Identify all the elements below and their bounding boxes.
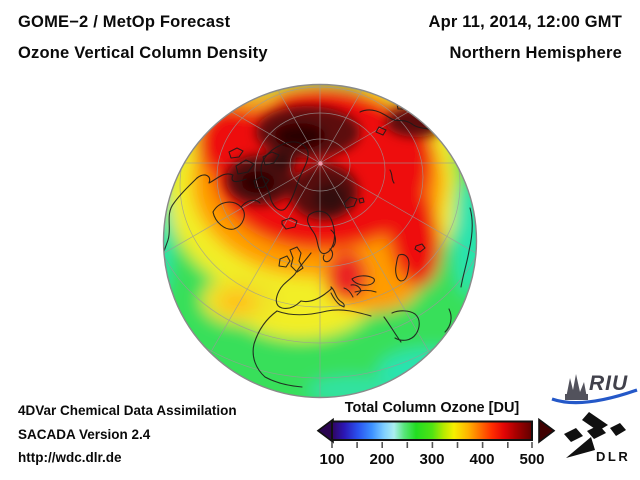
assimilation-label: 4DVar Chemical Data Assimilation: [18, 403, 237, 418]
colorbar-tick-label: 200: [369, 451, 395, 468]
url-label: http://wdc.dlr.de: [18, 450, 122, 465]
colorbar-tick-label: 300: [419, 451, 445, 468]
colorbar-tick-label: 400: [469, 451, 495, 468]
version-label: SACADA Version 2.4: [18, 427, 151, 442]
riu-swoosh: [551, 388, 638, 405]
dlr-wordmark: DLR: [596, 449, 631, 464]
riu-logo: [551, 374, 638, 405]
product-subtitle: Ozone Vertical Column Density: [18, 44, 268, 62]
cathedral-icon: [566, 374, 587, 398]
riu-wordmark: RIU: [589, 372, 629, 395]
hemisphere-label: Northern Hemisphere: [449, 44, 622, 62]
dlr-rhombus: [564, 428, 583, 442]
colorbar-gradient: [331, 420, 533, 441]
dlr-tail: [566, 437, 595, 458]
product-title: GOME−2 / MetOp Forecast: [18, 13, 231, 31]
colorbar-left-arrow: [316, 417, 334, 444]
colorbar: [316, 417, 556, 448]
dlr-logo: [564, 412, 626, 458]
dlr-rhombus: [587, 425, 606, 439]
date-label: Apr 11, 2014, 12:00 GMT: [428, 13, 622, 31]
colorbar-ticks: [331, 442, 533, 448]
colorbar-tick-label: 100: [319, 451, 345, 468]
dlr-rhombus: [610, 423, 626, 436]
cathedral-base: [565, 394, 588, 400]
globe-outline: [162, 83, 478, 399]
dlr-arrowhead: [582, 412, 608, 431]
ozone-field: [163, 84, 477, 398]
colorbar-title: Total Column Ozone [DU]: [344, 400, 520, 416]
colorbar-tick-label: 500: [519, 451, 545, 468]
north-pole-marker: [318, 161, 323, 166]
colorbar-right-arrow: [538, 417, 556, 444]
